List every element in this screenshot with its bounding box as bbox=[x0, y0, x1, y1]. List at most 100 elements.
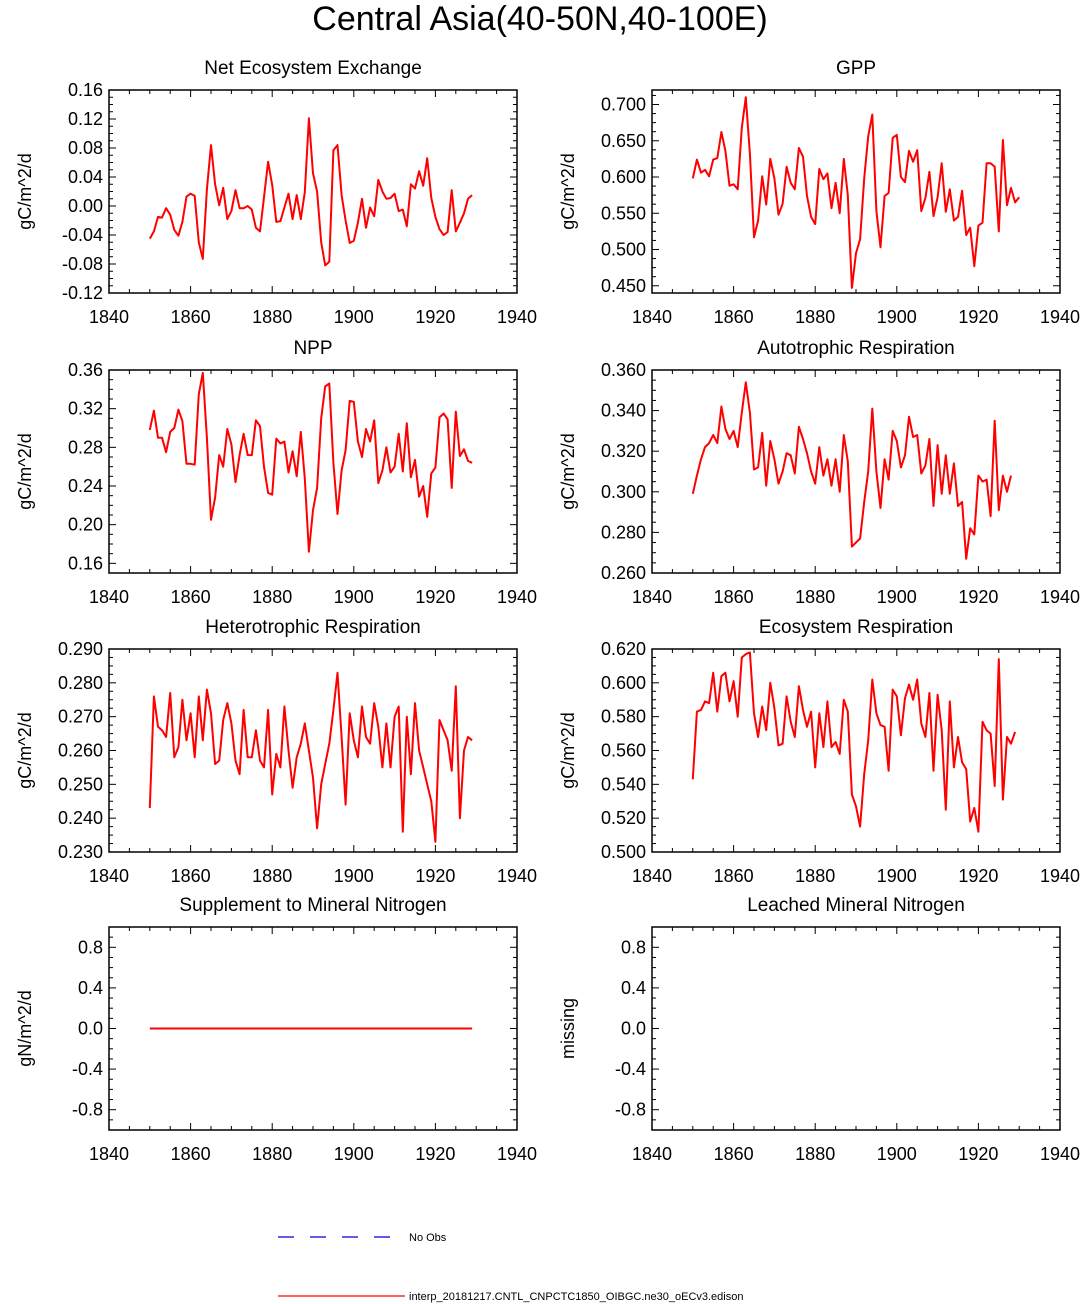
y-tick-label: 0.260 bbox=[58, 741, 103, 761]
y-axis-label: gC/m^2/d bbox=[15, 433, 35, 509]
y-tick-label: 0.230 bbox=[58, 842, 103, 862]
y-axis-label: gC/m^2/d bbox=[558, 433, 578, 509]
chart-title: Ecosystem Respiration bbox=[759, 617, 953, 638]
legend: No Obs interp_20181217.CNTL_CNPCTC1850_O… bbox=[278, 1232, 743, 1303]
y-tick-label: 0.600 bbox=[601, 167, 646, 187]
y-tick-label: 0.0 bbox=[621, 1019, 646, 1039]
x-tick-label: 1940 bbox=[1040, 1144, 1080, 1164]
plot-frame bbox=[108, 926, 518, 1131]
x-tick-label: 1920 bbox=[958, 307, 998, 327]
y-tick-label: -0.8 bbox=[615, 1100, 646, 1120]
x-tick-label: 1880 bbox=[252, 866, 292, 886]
y-tick-label: 0.04 bbox=[68, 167, 103, 187]
x-tick-label: 1860 bbox=[171, 866, 211, 886]
y-tick-label: 0.250 bbox=[58, 774, 103, 794]
plot-frame bbox=[651, 369, 1061, 574]
x-tick-label: 1920 bbox=[958, 866, 998, 886]
x-tick-label: 1880 bbox=[252, 307, 292, 327]
y-tick-label: 0.00 bbox=[68, 196, 103, 216]
data-series-line bbox=[148, 671, 473, 843]
y-tick-label: 0.290 bbox=[58, 639, 103, 659]
y-tick-label: 0.260 bbox=[601, 563, 646, 583]
y-tick-label: 0.240 bbox=[58, 808, 103, 828]
chart-title: Supplement to Mineral Nitrogen bbox=[179, 895, 446, 916]
y-tick-label: 0.550 bbox=[601, 203, 646, 223]
y-tick-label: 0.560 bbox=[601, 741, 646, 761]
y-tick-label: 0.4 bbox=[78, 978, 103, 998]
chart-panel: Ecosystem Respiration gC/m^2/d 1840 1860 188… bbox=[558, 617, 1080, 886]
x-tick-label: 1920 bbox=[415, 307, 455, 327]
x-tick-label: 1860 bbox=[714, 866, 754, 886]
y-tick-label: 0.620 bbox=[601, 639, 646, 659]
chart-panel: NPP gC/m^2/d 1840 1860 1880 1900 1920 1940 0.16 0… bbox=[15, 338, 537, 607]
x-tick-label: 1940 bbox=[1040, 307, 1080, 327]
y-tick-label: 0.500 bbox=[601, 842, 646, 862]
y-tick-label: -0.08 bbox=[62, 254, 103, 274]
y-tick-label: -0.4 bbox=[72, 1059, 103, 1079]
plot-frame bbox=[651, 926, 1061, 1131]
x-tick-label: 1840 bbox=[89, 587, 129, 607]
x-tick-label: 1860 bbox=[171, 307, 211, 327]
x-tick-label: 1840 bbox=[89, 307, 129, 327]
y-tick-label: 0.360 bbox=[601, 360, 646, 380]
x-tick-label: 1860 bbox=[171, 587, 211, 607]
chart-panels: Net Ecosystem Exchange gC/m^2/d 1840 1860 18… bbox=[15, 58, 1080, 1164]
x-tick-label: 1840 bbox=[632, 587, 672, 607]
chart-panel: Supplement to Mineral Nitrogen gN/m^2/d 18… bbox=[15, 895, 537, 1164]
chart-title: GPP bbox=[836, 58, 876, 79]
x-tick-label: 1900 bbox=[334, 307, 374, 327]
x-tick-label: 1880 bbox=[795, 1144, 835, 1164]
chart-panel: Leached Mineral Nitrogen missing 1840 1860 1… bbox=[558, 895, 1080, 1164]
y-tick-label: 0.16 bbox=[68, 80, 103, 100]
y-axis-label: gC/m^2/d bbox=[15, 712, 35, 788]
plot-frame bbox=[108, 89, 518, 294]
y-tick-label: 0.4 bbox=[621, 978, 646, 998]
y-axis-label: missing bbox=[558, 998, 578, 1059]
data-series-line bbox=[691, 651, 1017, 833]
chart-title: Heterotrophic Respiration bbox=[205, 617, 420, 638]
legend-model-label: interp_20181217.CNTL_CNPCTC1850_OIBGC.ne… bbox=[409, 1291, 743, 1303]
y-tick-label: 0.280 bbox=[58, 673, 103, 693]
plot-frame bbox=[651, 89, 1061, 294]
x-tick-label: 1920 bbox=[415, 1144, 455, 1164]
y-tick-label: 0.32 bbox=[68, 399, 103, 419]
chart-title: Autotrophic Respiration bbox=[757, 338, 955, 359]
y-tick-label: 0.320 bbox=[601, 441, 646, 461]
y-tick-label: 0.450 bbox=[601, 276, 646, 296]
x-tick-label: 1940 bbox=[497, 307, 537, 327]
y-tick-label: -0.04 bbox=[62, 225, 103, 245]
plot-frame bbox=[108, 369, 518, 574]
y-tick-label: 0.520 bbox=[601, 808, 646, 828]
y-tick-label: 0.0 bbox=[78, 1019, 103, 1039]
chart-title: Net Ecosystem Exchange bbox=[204, 58, 422, 79]
x-tick-label: 1840 bbox=[632, 307, 672, 327]
x-tick-label: 1900 bbox=[877, 1144, 917, 1164]
x-tick-label: 1880 bbox=[252, 587, 292, 607]
x-tick-label: 1860 bbox=[714, 307, 754, 327]
x-tick-label: 1840 bbox=[632, 866, 672, 886]
chart-panel: Net Ecosystem Exchange gC/m^2/d 1840 1860 18… bbox=[15, 58, 537, 327]
y-tick-label: -0.8 bbox=[72, 1100, 103, 1120]
x-tick-label: 1940 bbox=[1040, 866, 1080, 886]
y-axis-label: gC/m^2/d bbox=[558, 712, 578, 788]
y-tick-label: 0.20 bbox=[68, 515, 103, 535]
x-tick-label: 1900 bbox=[334, 1144, 374, 1164]
x-tick-label: 1900 bbox=[877, 866, 917, 886]
y-tick-label: 0.24 bbox=[68, 476, 103, 496]
y-tick-label: 0.500 bbox=[601, 240, 646, 260]
y-tick-label: 0.300 bbox=[601, 482, 646, 502]
chart-panel: GPP gC/m^2/d 1840 1860 1880 1900 1920 1940 0.450… bbox=[558, 58, 1080, 327]
x-tick-label: 1900 bbox=[334, 587, 374, 607]
y-tick-label: 0.270 bbox=[58, 707, 103, 727]
y-tick-label: 0.08 bbox=[68, 138, 103, 158]
x-tick-label: 1840 bbox=[89, 866, 129, 886]
x-tick-label: 1920 bbox=[415, 587, 455, 607]
y-axis-label: gC/m^2/d bbox=[15, 153, 35, 229]
y-tick-label: 0.28 bbox=[68, 437, 103, 457]
y-tick-label: 0.16 bbox=[68, 553, 103, 573]
y-tick-label: 0.580 bbox=[601, 707, 646, 727]
y-tick-label: -0.4 bbox=[615, 1059, 646, 1079]
data-series-line bbox=[148, 371, 473, 553]
x-tick-label: 1900 bbox=[334, 866, 374, 886]
chart-panel: Autotrophic Respiration gC/m^2/d 1840 1860 1… bbox=[558, 338, 1080, 607]
